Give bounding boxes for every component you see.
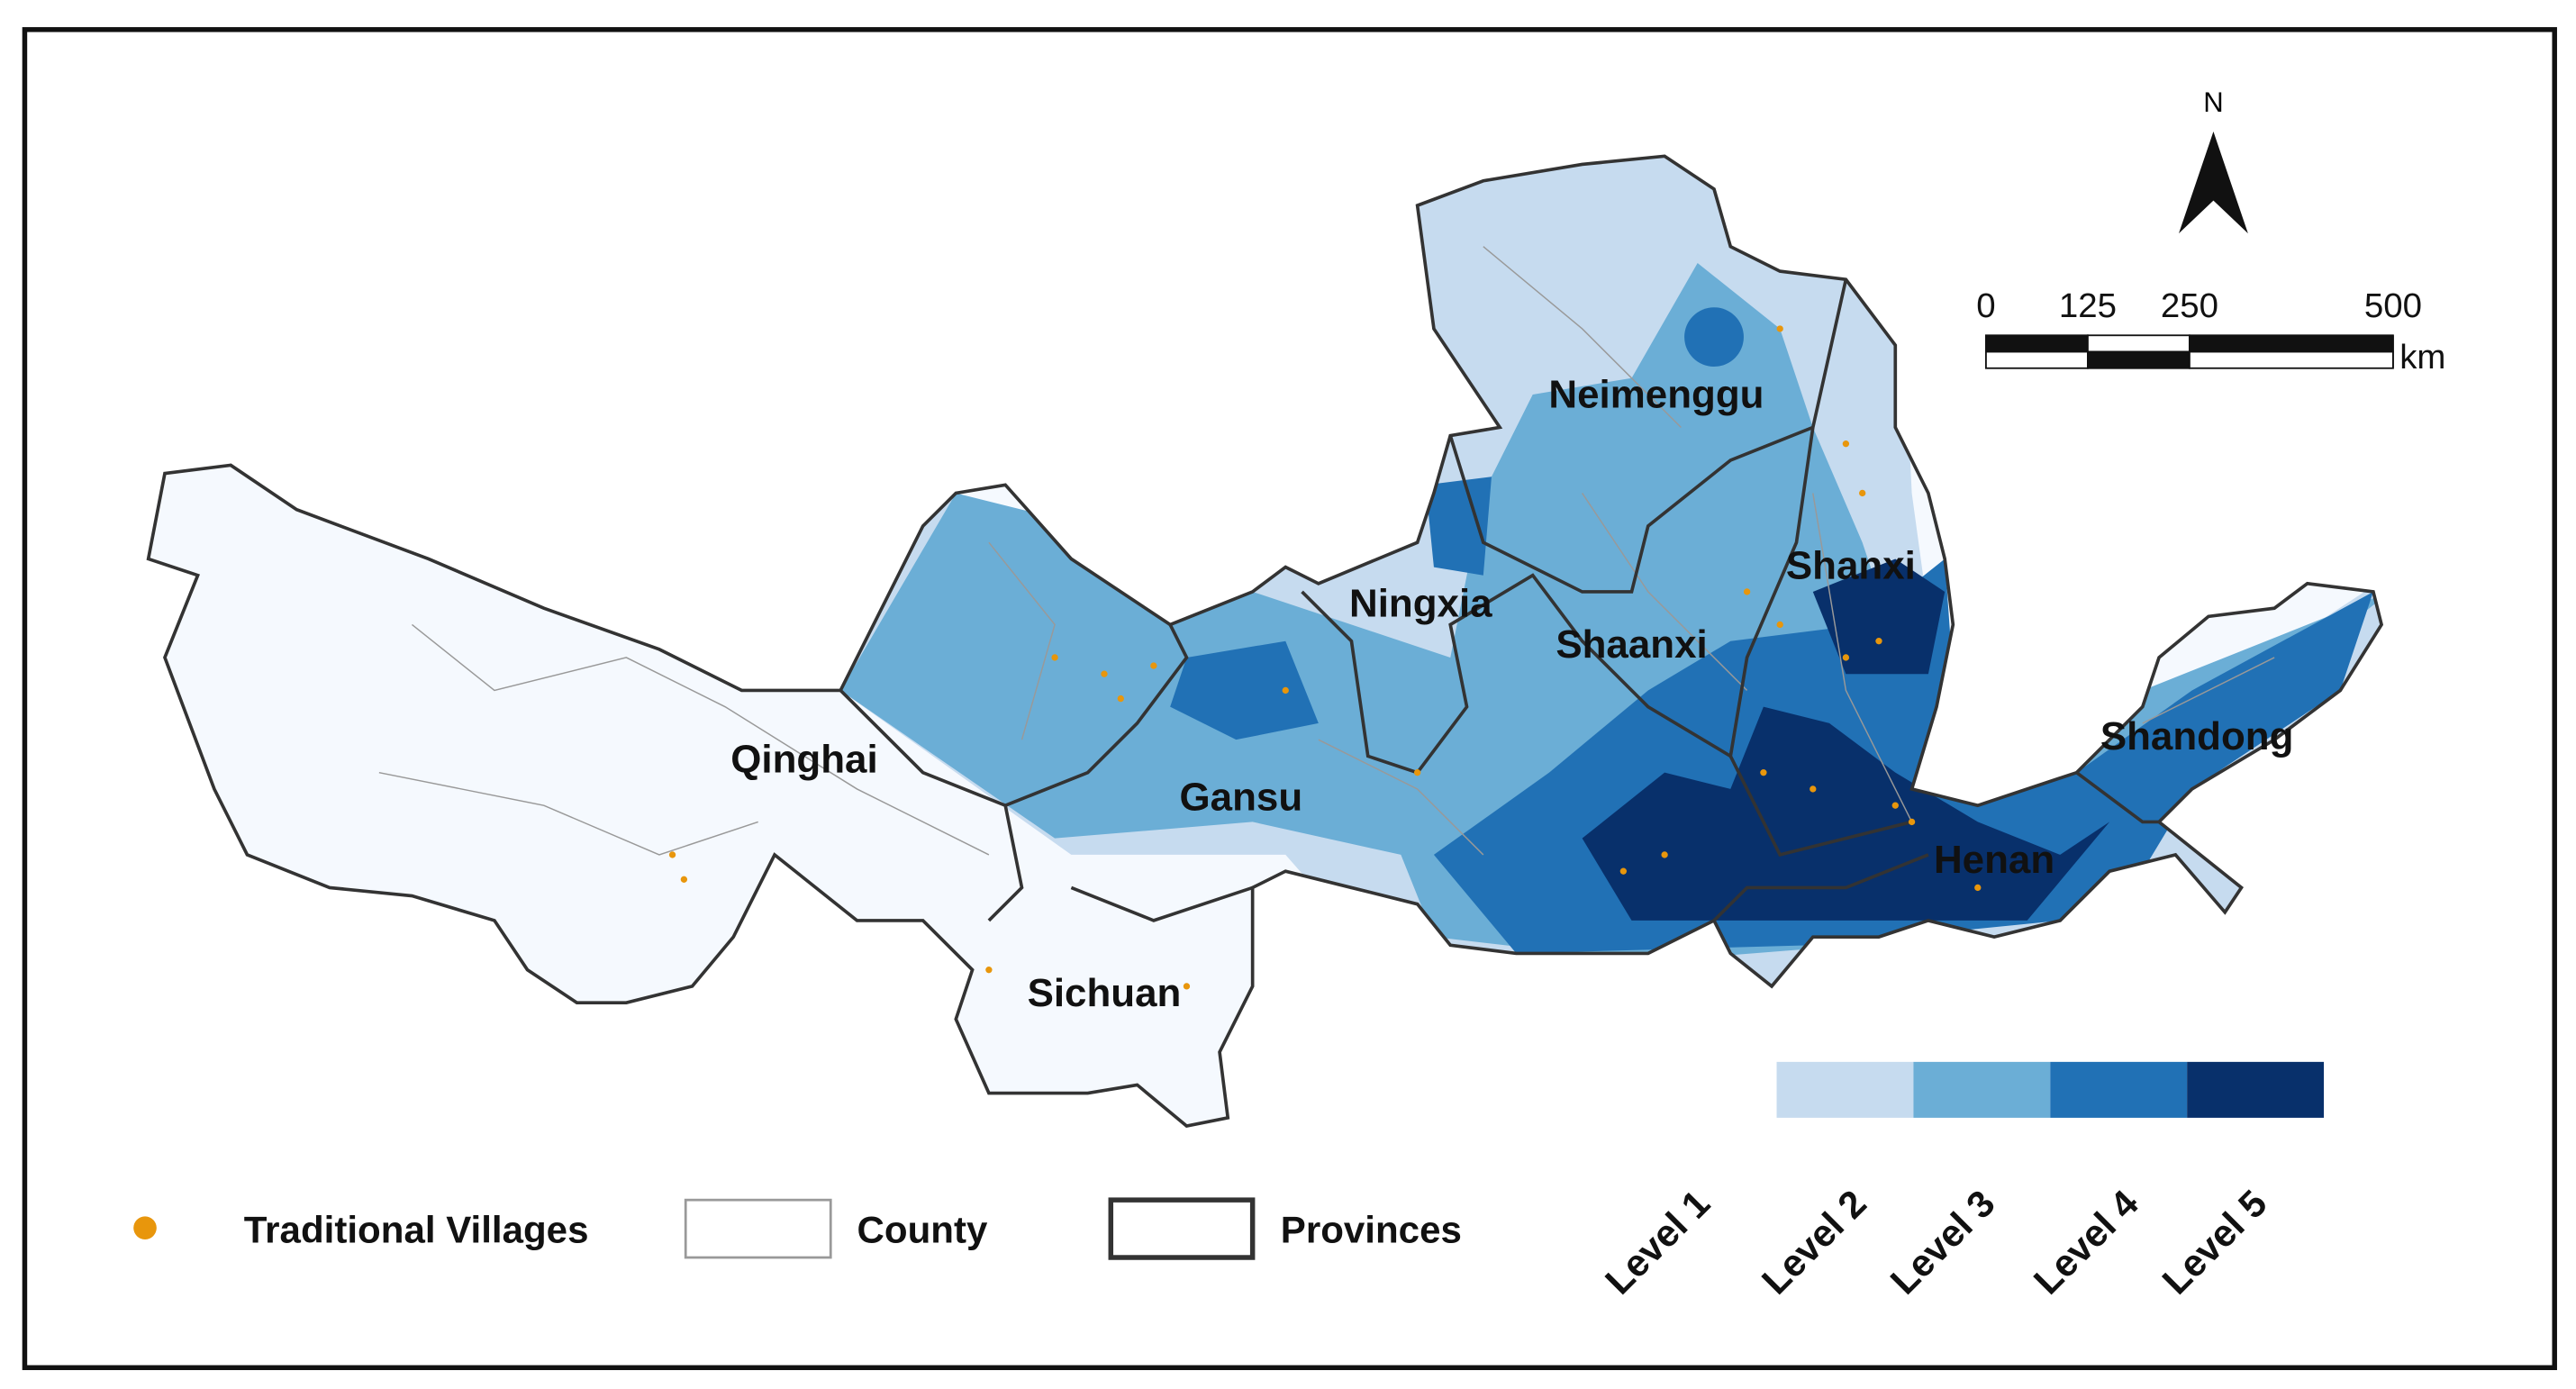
scale-tick-label: 125	[2059, 286, 2117, 325]
scale-unit: km	[2399, 338, 2445, 377]
level-swatch	[2050, 1061, 2188, 1118]
level-label: Level 2	[1754, 1182, 1874, 1303]
density-surface	[840, 156, 2382, 986]
province-label: Qinghai	[730, 738, 877, 782]
level-legend: Level 1 Level 2 Level 3 Level 4 Level 5	[1597, 1061, 2325, 1303]
level-swatch	[1776, 1061, 1914, 1118]
province-label: Neimenggu	[1548, 373, 1764, 417]
level-label: Level 4	[2026, 1182, 2147, 1303]
level-swatch	[1913, 1061, 2051, 1118]
scale-segment	[2188, 350, 2394, 369]
scale-segment	[1985, 350, 2089, 369]
province-label: Ningxia	[1349, 581, 1492, 625]
north-arrow	[2179, 131, 2248, 234]
north-label: N	[2203, 86, 2223, 118]
level-label: Level 5	[2154, 1182, 2274, 1303]
legend-village-symbol	[133, 1216, 157, 1239]
province-label: Sichuan	[1028, 971, 1182, 1015]
legend-county-symbol	[684, 1198, 832, 1259]
scale-tick-label: 0	[1976, 286, 1995, 325]
frame	[22, 27, 2557, 1371]
scale-segment	[1985, 334, 2089, 353]
level-swatch	[2187, 1061, 2325, 1118]
scale-segment	[2087, 334, 2191, 353]
province-label: Shandong	[2100, 714, 2294, 758]
county-lines	[378, 246, 2275, 856]
legend-label: County	[857, 1209, 989, 1251]
village-dots	[668, 325, 1982, 990]
province-label: Gansu	[1180, 776, 1303, 820]
province-label: Shaanxi	[1556, 622, 1707, 667]
legend-label: Provinces	[1281, 1209, 1462, 1251]
level-label: Level 1	[1597, 1182, 1718, 1303]
province-borders	[146, 154, 2383, 1128]
scale-tick-label: 500	[2364, 286, 2422, 325]
province-label: Henan	[1934, 838, 2054, 882]
scale-bar: 0 125 250 500 km	[1976, 286, 2445, 377]
legend-province-symbol	[1108, 1197, 1256, 1260]
scale-tick-label: 250	[2161, 286, 2218, 325]
province-label: Shanxi	[1786, 543, 1916, 587]
scale-segment	[2188, 334, 2394, 353]
legend-label: Traditional Villages	[244, 1209, 589, 1251]
scale-segment	[2087, 350, 2191, 369]
level-label: Level 3	[1882, 1182, 2003, 1303]
